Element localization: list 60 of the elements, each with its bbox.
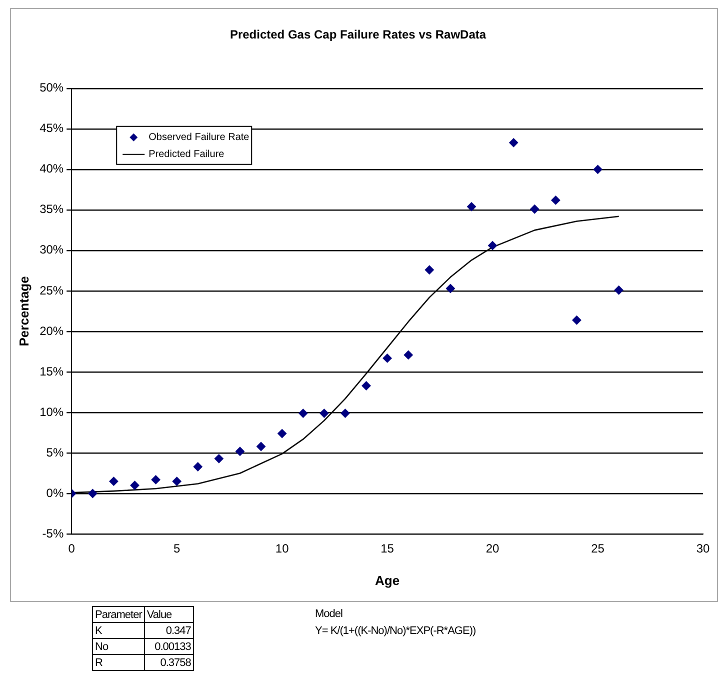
point xyxy=(278,429,287,438)
point xyxy=(551,196,560,205)
y-tick-label: 45% xyxy=(40,121,64,136)
text: No xyxy=(92,638,144,654)
x-axis-title: Age xyxy=(375,572,400,588)
y-tick-label: 30% xyxy=(40,242,64,257)
point xyxy=(151,475,160,484)
x-tick-label: 15 xyxy=(380,542,394,556)
point xyxy=(362,381,371,390)
point xyxy=(340,408,350,418)
point xyxy=(382,354,392,363)
x-tick-label: 0 xyxy=(68,542,76,556)
point xyxy=(193,462,202,472)
y-tick-label: 25% xyxy=(40,283,64,298)
y-tick-label: 20% xyxy=(40,324,64,338)
y-tick-label: 0% xyxy=(46,486,64,500)
legend-label: Observed Failure Rate xyxy=(148,132,250,144)
point xyxy=(214,454,224,464)
point xyxy=(488,241,498,250)
x-tick-label: 25 xyxy=(591,542,605,556)
point xyxy=(509,138,518,148)
x-tick-label: 30 xyxy=(696,542,710,556)
point xyxy=(320,408,329,418)
point xyxy=(466,202,476,212)
point xyxy=(572,316,582,325)
y-tick-label: -5% xyxy=(42,526,64,540)
y-axis-title: Percentage xyxy=(16,276,32,346)
text: Model xyxy=(315,607,344,622)
text: Parameter xyxy=(92,606,144,622)
text: K xyxy=(92,622,144,638)
text: 0.00133 xyxy=(144,638,194,654)
point xyxy=(88,488,98,498)
point xyxy=(593,164,602,174)
y-tick-label: 15% xyxy=(40,364,64,378)
point xyxy=(446,284,455,294)
point xyxy=(130,480,140,490)
text: Y= K/(1+((K-No)/No)*EXP(-R*AGE)) xyxy=(315,624,476,639)
point xyxy=(404,350,413,360)
point xyxy=(614,286,624,295)
chart-title: Predicted Gas Cap Failure Rates vs RawData xyxy=(230,28,486,42)
point xyxy=(235,446,244,456)
y-tick-label: 10% xyxy=(40,404,64,419)
legend-label: Predicted Failure xyxy=(148,149,225,160)
y-tick-label: 50% xyxy=(40,80,64,95)
x-tick-label: 5 xyxy=(174,542,181,556)
text: 0.347 xyxy=(144,622,194,638)
x-tick-label: 10 xyxy=(275,542,290,556)
y-tick-label: 5% xyxy=(46,445,64,460)
point xyxy=(298,408,308,418)
text: Value xyxy=(144,606,194,622)
point xyxy=(530,204,540,214)
point xyxy=(424,265,434,274)
text: R xyxy=(92,654,144,670)
y-tick-label: 35% xyxy=(40,202,64,216)
point xyxy=(109,476,118,486)
point xyxy=(172,476,182,486)
y-tick-label: 40% xyxy=(40,162,64,176)
text: 0.3758 xyxy=(144,654,194,670)
point xyxy=(256,442,266,451)
x-tick-label: 20 xyxy=(486,542,500,556)
